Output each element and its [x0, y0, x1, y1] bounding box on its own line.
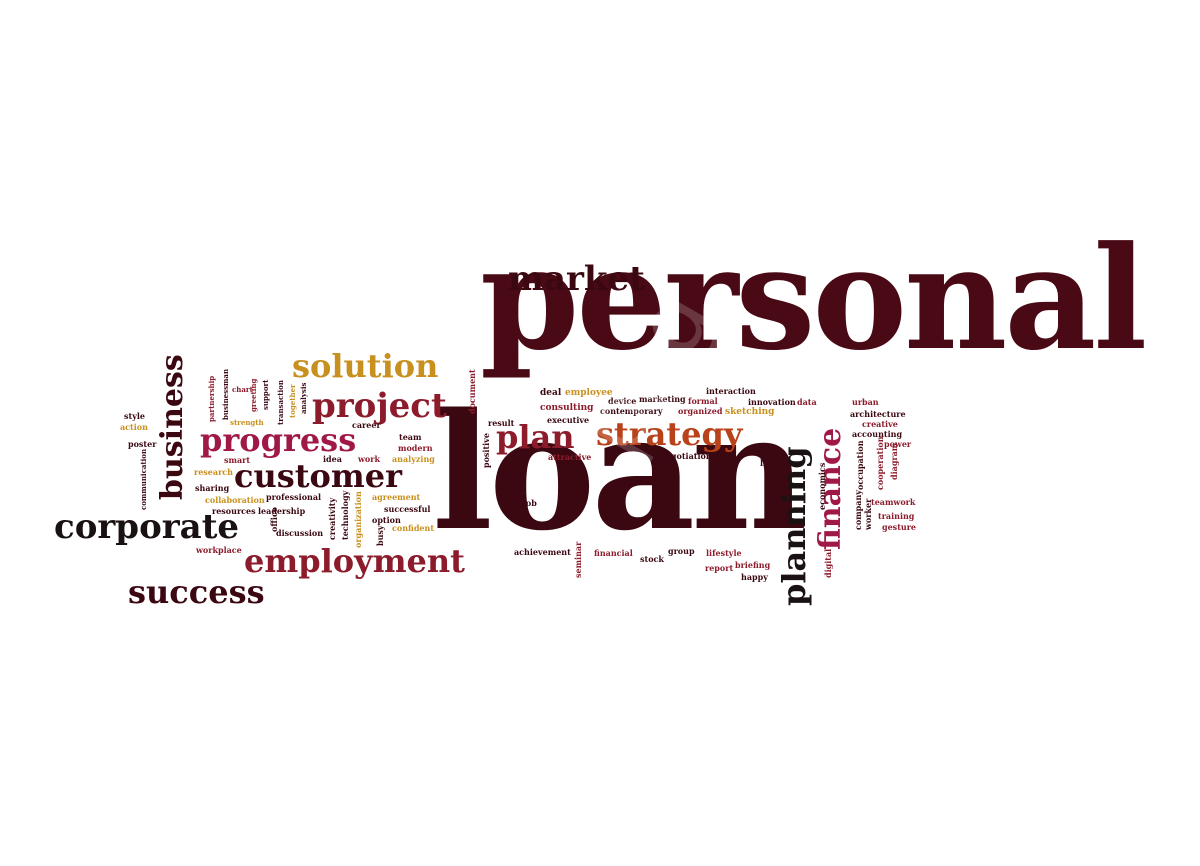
word-life: life	[760, 458, 775, 468]
word-option: option	[372, 515, 401, 525]
word-diagram: diagram	[889, 442, 899, 480]
word-poster: poster	[128, 439, 157, 449]
word-creative: creative	[862, 419, 898, 429]
word-greeting: greeting	[249, 378, 258, 412]
word-gesture: gesture	[882, 522, 917, 532]
word-loan: loan	[432, 378, 807, 566]
word-resources: resources	[212, 506, 256, 516]
word-report: report	[705, 563, 734, 573]
word-urban: urban	[852, 397, 879, 407]
word-sketching: sketching	[725, 407, 775, 417]
word-communication: communication	[139, 448, 148, 510]
word-teamwork: teamwork	[871, 497, 916, 507]
word-discussion: discussion	[276, 528, 324, 538]
word-worker: worker	[863, 498, 873, 530]
word-formal: formal	[688, 396, 718, 406]
word-positive: positive	[481, 433, 491, 468]
word-support: support	[261, 379, 270, 410]
word-seminar: seminar	[573, 541, 583, 578]
word-team: team	[399, 432, 422, 442]
word-consulting: consulting	[540, 403, 594, 413]
word-planning: planning	[775, 446, 813, 606]
word-result: result	[488, 418, 515, 428]
word-contemporary: contemporary	[600, 406, 663, 416]
word-creativity: creativity	[327, 497, 337, 540]
word-innovation: innovation	[748, 397, 796, 407]
word-project: project	[312, 386, 447, 426]
word-power: power	[884, 439, 912, 449]
word-business: business	[155, 354, 190, 500]
word-attractive: attractive	[548, 452, 592, 462]
word-document: document	[467, 369, 477, 414]
word-accounting: accounting	[852, 429, 903, 439]
word-interaction: interaction	[706, 386, 756, 396]
word-marketing: marketing	[639, 394, 686, 404]
word-office: office	[269, 507, 279, 532]
word-organized: organized	[678, 406, 723, 416]
word-professional: professional	[266, 492, 322, 502]
word-action: action	[120, 422, 148, 432]
word-analysis: analysis	[299, 382, 308, 414]
word-plan: plan	[496, 418, 575, 456]
word-corporate: corporate	[54, 507, 240, 547]
word-progress: progress	[200, 421, 357, 459]
word-successful: successful	[384, 504, 431, 514]
word-transaction: transaction	[276, 380, 285, 425]
word-group: group	[668, 546, 695, 556]
word-training: training	[878, 511, 915, 521]
word-strategy: strategy	[596, 415, 743, 453]
word-leadership: leadership	[258, 506, 306, 516]
word-partnership: partnership	[207, 375, 216, 422]
word-stock: stock	[640, 554, 664, 564]
word-customer: customer	[234, 457, 402, 495]
word-strength: strength	[230, 418, 264, 427]
word-architecture: architecture	[850, 409, 906, 419]
word-confident: confident	[392, 523, 435, 533]
word-analyzing: analyzing	[392, 454, 435, 464]
word-company: company	[853, 490, 863, 530]
word-collaboration: collaboration	[205, 495, 265, 505]
word-data: data	[797, 397, 817, 407]
word-technology: technology	[340, 490, 350, 540]
word-economics: economics	[817, 462, 827, 510]
word-deal: deal	[540, 388, 562, 398]
word-personal: personal	[480, 216, 1147, 382]
word-lifestyle: lifestyle	[706, 548, 742, 558]
word-occupation: occupation	[855, 440, 865, 490]
word-achievement: achievement	[514, 547, 571, 557]
word-workplace: workplace	[196, 545, 242, 555]
word-idea: idea	[323, 454, 342, 464]
word-busy: busy	[375, 525, 385, 546]
word-modern: modern	[398, 443, 433, 453]
word-sharing: sharing	[195, 483, 230, 493]
word-happy: happy	[741, 572, 768, 582]
word-research: research	[194, 467, 233, 477]
word-device: device	[608, 396, 637, 406]
word-financial: financial	[594, 548, 633, 558]
word-together: together	[288, 384, 297, 418]
word-chart: chart	[232, 385, 253, 394]
word-businessman: businessman	[221, 368, 230, 420]
word-smart: smart	[224, 455, 251, 465]
word-success: success	[128, 573, 265, 611]
word-organization: organization	[353, 491, 363, 548]
word-digital: digital	[823, 548, 833, 578]
word-agreement: agreement	[372, 492, 421, 502]
word-market: market	[508, 259, 645, 299]
word-job: job	[523, 498, 537, 508]
word-style: style	[124, 411, 145, 421]
word-briefing: briefing	[735, 560, 771, 570]
word-employment: employment	[244, 542, 465, 580]
word-solution: solution	[292, 347, 439, 385]
word-career: career	[352, 420, 381, 430]
word-employee: employee	[565, 388, 613, 398]
word-cooperation: cooperation	[875, 436, 885, 490]
word-executive: executive	[547, 415, 590, 425]
word-negotiation: negotiation	[660, 451, 712, 461]
word-work: work	[358, 454, 380, 464]
